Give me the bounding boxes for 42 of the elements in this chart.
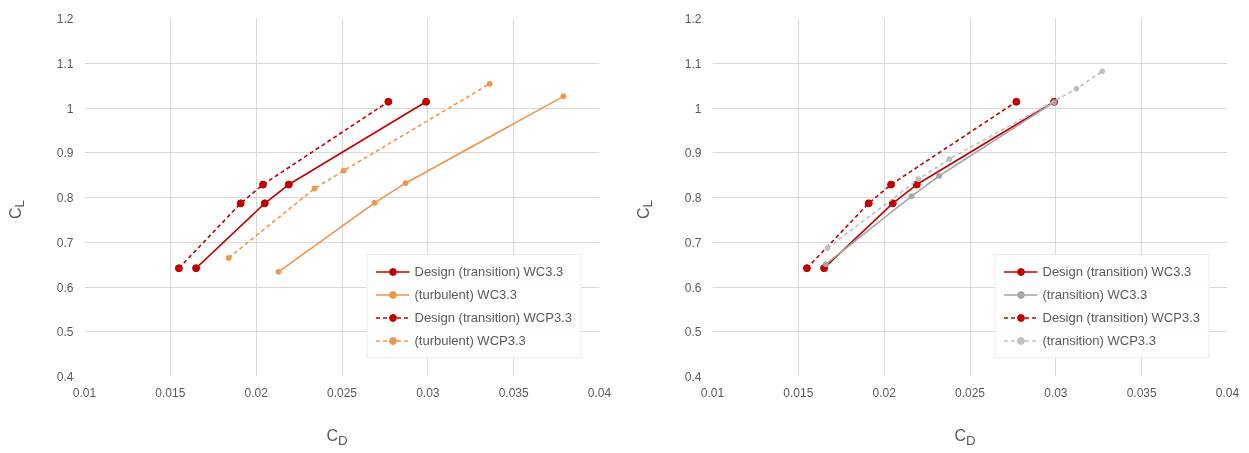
legend-label: Design (transition) WC3.3 bbox=[1042, 264, 1192, 279]
x-tick-label: 0.02 bbox=[872, 385, 897, 400]
x-tick-label: 0.03 bbox=[1044, 385, 1068, 400]
x-tick-label: 0.04 bbox=[587, 385, 612, 400]
y-tick-label: 0.6 bbox=[56, 280, 74, 295]
legend-label: Design (transition) WC3.3 bbox=[414, 264, 564, 279]
y-tick-label: 0.7 bbox=[684, 235, 702, 250]
x-tick-label: 0.03 bbox=[416, 385, 440, 400]
y-tick-label: 1.1 bbox=[56, 56, 74, 71]
legend-label: Design (transition) WCP3.3 bbox=[414, 310, 572, 325]
x-tick-label: 0.04 bbox=[1215, 385, 1240, 400]
legend-label: Design (transition) WCP3.3 bbox=[1042, 310, 1200, 325]
legend-label: (turbulent) WC3.3 bbox=[414, 287, 518, 302]
y-tick-label: 1.1 bbox=[684, 56, 702, 71]
x-tick-label: 0.015 bbox=[783, 385, 814, 400]
x-axis-title: C$_{D}$ bbox=[954, 426, 976, 451]
y-tick-label: 0.5 bbox=[684, 325, 702, 340]
y-tick-label: 1.2 bbox=[684, 12, 702, 26]
y-tick-label: 0.7 bbox=[56, 235, 74, 250]
x-tick-label: 0.035 bbox=[498, 385, 530, 400]
legend-label: (turbulent) WCP3.3 bbox=[414, 333, 526, 348]
x-tick-label: 0.025 bbox=[954, 385, 986, 400]
x-tick-label: 0.01 bbox=[72, 385, 97, 400]
y-tick-label: 0.4 bbox=[684, 370, 702, 384]
legend-label: (transition) WC3.3 bbox=[1042, 287, 1148, 302]
x-tick-label: 0.02 bbox=[244, 385, 269, 400]
y-tick-label: 1 bbox=[66, 101, 74, 116]
x-tick-label: 0.025 bbox=[326, 385, 358, 400]
y-tick-label: 1.2 bbox=[56, 12, 74, 26]
y-tick-label: 0.4 bbox=[56, 370, 74, 384]
y-tick-label: 1 bbox=[694, 101, 702, 116]
y-tick-label: 0.8 bbox=[56, 191, 74, 205]
y-tick-label: 0.9 bbox=[56, 146, 74, 161]
legend-label: (transition) WCP3.3 bbox=[1042, 333, 1156, 348]
y-tick-label: 0.5 bbox=[56, 325, 74, 340]
x-tick-label: 0.01 bbox=[700, 385, 725, 400]
x-tick-label: 0.035 bbox=[1126, 385, 1158, 400]
y-tick-label: 0.9 bbox=[684, 146, 702, 161]
y-tick-label: 0.6 bbox=[684, 280, 702, 295]
x-tick-label: 0.015 bbox=[155, 385, 186, 400]
x-axis-title: C$_{D}$ bbox=[326, 426, 348, 451]
y-tick-label: 0.8 bbox=[684, 191, 702, 205]
